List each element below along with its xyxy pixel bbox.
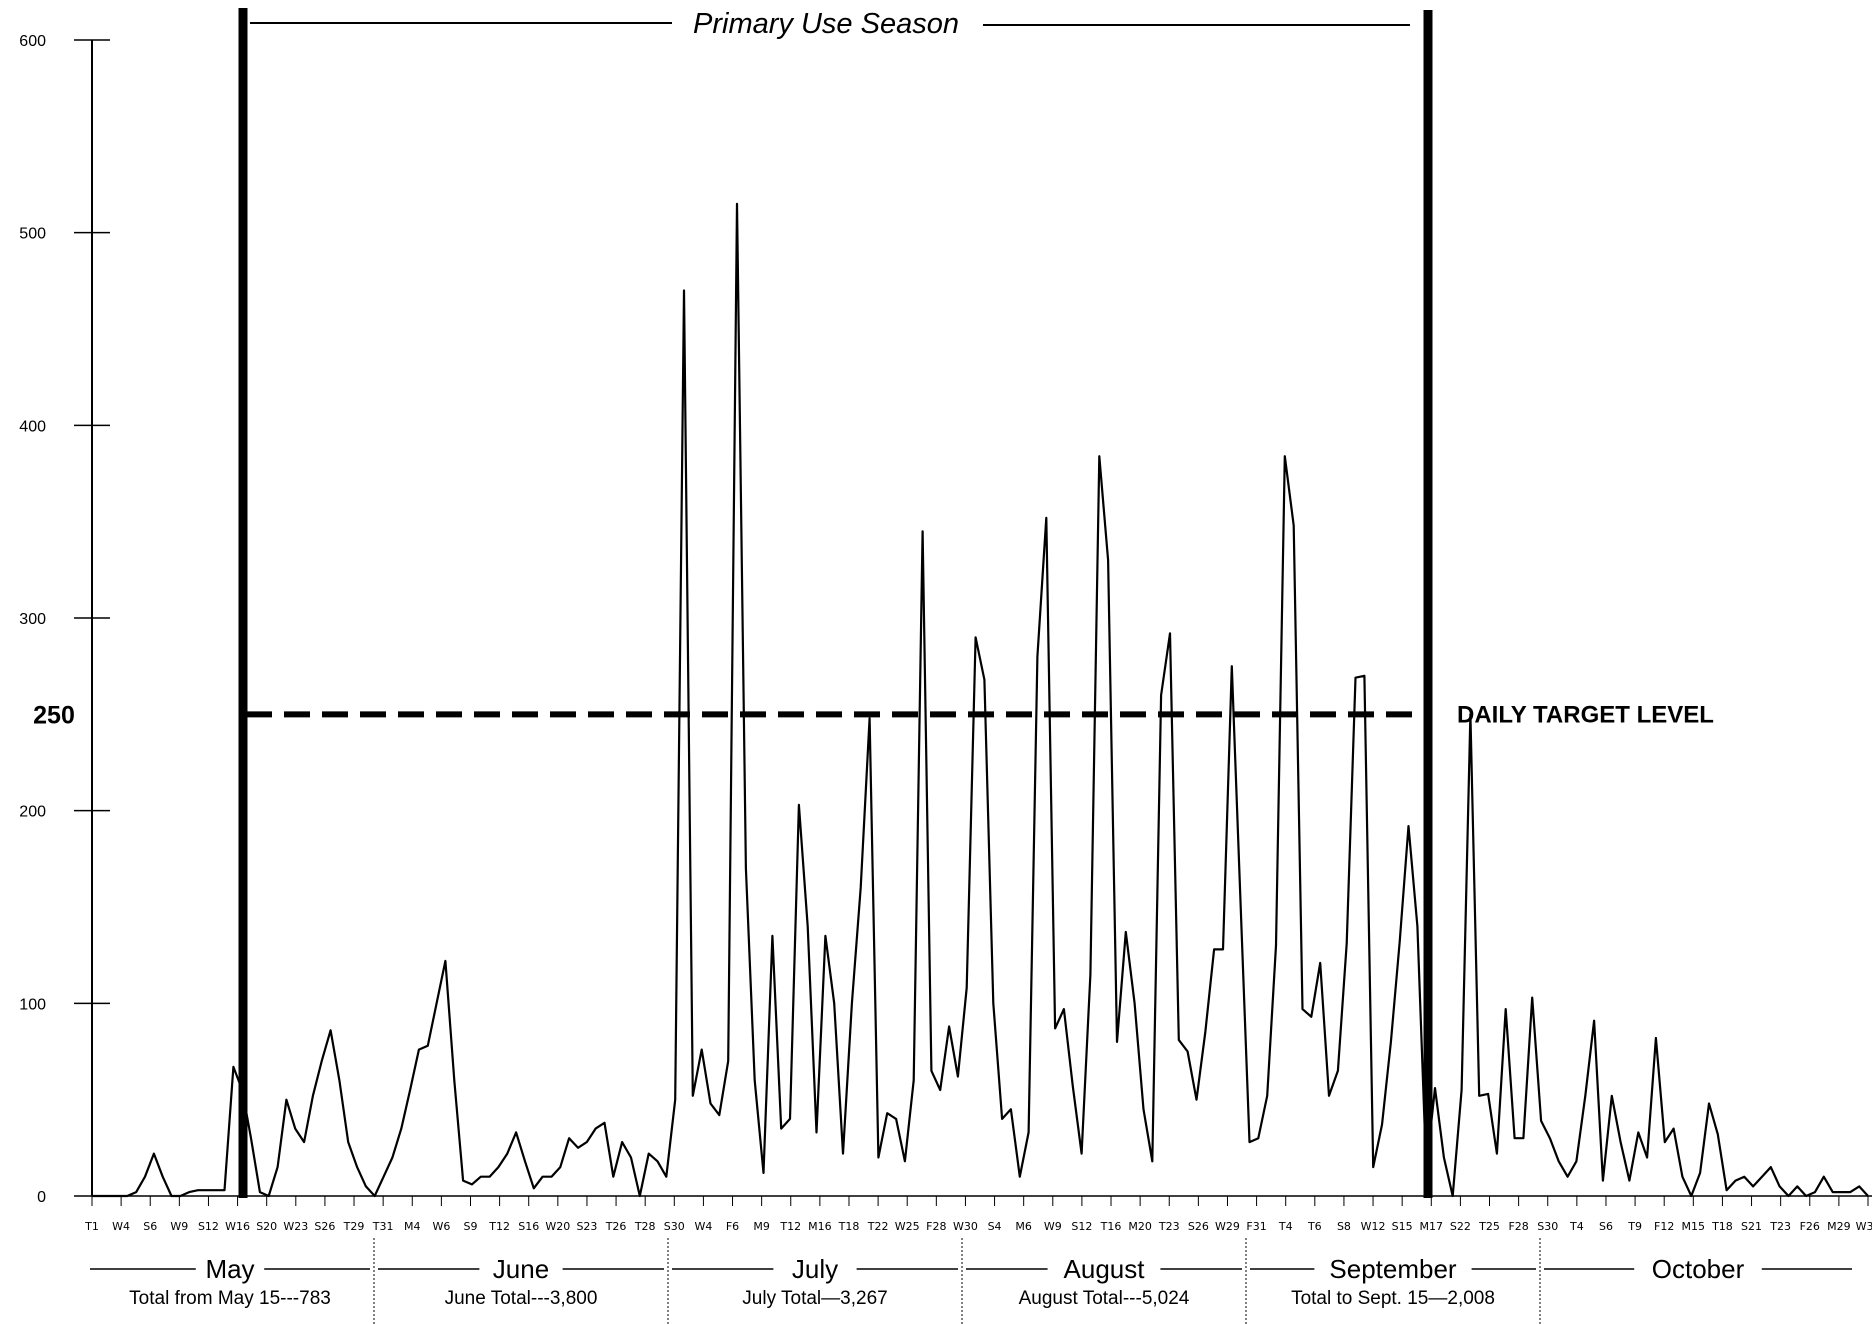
x-tick-label: W9	[170, 1220, 188, 1233]
x-tick-label: W9	[1044, 1220, 1062, 1233]
x-tick-label: M6	[1015, 1220, 1032, 1233]
x-tick-label: S26	[314, 1220, 335, 1233]
x-tick-label: T22	[867, 1220, 889, 1233]
month-total: July Total—3,267	[742, 1288, 887, 1309]
x-tick-label: M9	[753, 1220, 770, 1233]
x-tick-label: T1	[84, 1220, 99, 1233]
x-tick-label: W23	[283, 1220, 308, 1233]
x-tick-label: W31	[1856, 1220, 1872, 1233]
x-tick-label: S22	[1450, 1220, 1471, 1233]
x-tick-label: T26	[605, 1220, 627, 1233]
x-tick-label: F28	[926, 1220, 946, 1233]
x-tick-label: M20	[1128, 1220, 1152, 1233]
x-tick-label: T4	[1569, 1220, 1584, 1233]
x-tick-label: F6	[726, 1220, 739, 1233]
month-row: May Total from May 15---783 June June Total…	[90, 1238, 1852, 1324]
target-value-label: 250	[33, 701, 75, 729]
y-tick-label: 600	[19, 33, 46, 50]
month-total: June Total---3,800	[445, 1288, 598, 1309]
x-tick-label: S6	[143, 1220, 157, 1233]
x-tick-label: T18	[838, 1220, 860, 1233]
x-tick-label: S9	[463, 1220, 477, 1233]
x-tick-label: S30	[664, 1220, 685, 1233]
x-tick-label: T6	[1307, 1220, 1322, 1233]
season-header: Primary Use Season	[250, 8, 1410, 40]
month-label: June	[493, 1254, 549, 1284]
x-tick-label: W20	[545, 1220, 570, 1233]
daily-target-label: DAILY TARGET LEVEL	[1457, 701, 1714, 728]
x-tick-label: S8	[1337, 1220, 1351, 1233]
month-label: May	[205, 1254, 254, 1284]
x-tick-label: M17	[1420, 1220, 1444, 1233]
x-tick-label: W6	[432, 1220, 450, 1233]
x-tick-label: T25	[1478, 1220, 1500, 1233]
y-tick-label: 200	[19, 804, 46, 821]
month-label: September	[1329, 1254, 1457, 1284]
x-tick-label: T12	[488, 1220, 510, 1233]
x-tick-label: W30	[953, 1220, 978, 1233]
x-tick-label: T23	[1769, 1220, 1791, 1233]
x-tick-label: T28	[634, 1220, 656, 1233]
y-tick-label: 300	[19, 611, 46, 628]
x-tick-label: S20	[256, 1220, 277, 1233]
x-tick-label: W16	[225, 1220, 250, 1233]
month-total: August Total---5,024	[1019, 1288, 1190, 1309]
x-ticks: T1 W4 S6 W9 S12 W16 S20 W23 S26 T29 T31 M4 W6 S9 T12 S1…	[84, 1196, 1872, 1233]
x-tick-label: W4	[112, 1220, 130, 1233]
x-tick-label: S6	[1599, 1220, 1613, 1233]
month-label: July	[792, 1254, 838, 1284]
month-label: August	[1064, 1254, 1146, 1284]
x-tick-label: T4	[1278, 1220, 1293, 1233]
x-tick-label: W4	[694, 1220, 712, 1233]
x-tick-label: F26	[1800, 1220, 1820, 1233]
x-tick-label: T9	[1627, 1220, 1642, 1233]
x-tick-label: M4	[404, 1220, 421, 1233]
x-tick-label: T12	[779, 1220, 801, 1233]
month-label: October	[1652, 1254, 1745, 1284]
y-tick-label: 0	[37, 1189, 46, 1206]
x-tick-label: M29	[1827, 1220, 1851, 1233]
x-tick-label: W29	[1215, 1220, 1240, 1233]
x-tick-label: T31	[372, 1220, 394, 1233]
month-total: Total from May 15---783	[129, 1288, 331, 1309]
x-tick-label: F28	[1508, 1220, 1528, 1233]
x-tick-label: S4	[988, 1220, 1002, 1233]
x-tick-label: T29	[343, 1220, 365, 1233]
x-tick-label: S15	[1392, 1220, 1413, 1233]
x-tick-label: F31	[1246, 1220, 1266, 1233]
month-total: Total to Sept. 15—2,008	[1291, 1288, 1495, 1309]
y-tick-label: 100	[19, 996, 46, 1013]
x-tick-label: W25	[895, 1220, 920, 1233]
y-tick-label: 500	[19, 226, 46, 243]
daily-use-series	[92, 202, 1869, 1198]
x-tick-label: M16	[808, 1220, 832, 1233]
x-tick-label: T18	[1711, 1220, 1733, 1233]
x-tick-label: T16	[1100, 1220, 1122, 1233]
x-tick-label: M15	[1682, 1220, 1706, 1233]
x-tick-label: T23	[1158, 1220, 1180, 1233]
x-tick-label: S21	[1741, 1220, 1762, 1233]
x-tick-label: S23	[576, 1220, 597, 1233]
y-tick-label: 400	[19, 418, 46, 435]
x-tick-label: F12	[1654, 1220, 1674, 1233]
x-tick-label: S12	[198, 1220, 219, 1233]
x-tick-label: W12	[1361, 1220, 1386, 1233]
x-tick-label: S16	[518, 1220, 539, 1233]
season-label: Primary Use Season	[693, 8, 959, 40]
y-ticks: 0 100 200 300 400 500 600	[19, 33, 110, 1206]
x-tick-label: S12	[1071, 1220, 1092, 1233]
x-tick-label: S26	[1188, 1220, 1209, 1233]
x-tick-label: S30	[1537, 1220, 1558, 1233]
